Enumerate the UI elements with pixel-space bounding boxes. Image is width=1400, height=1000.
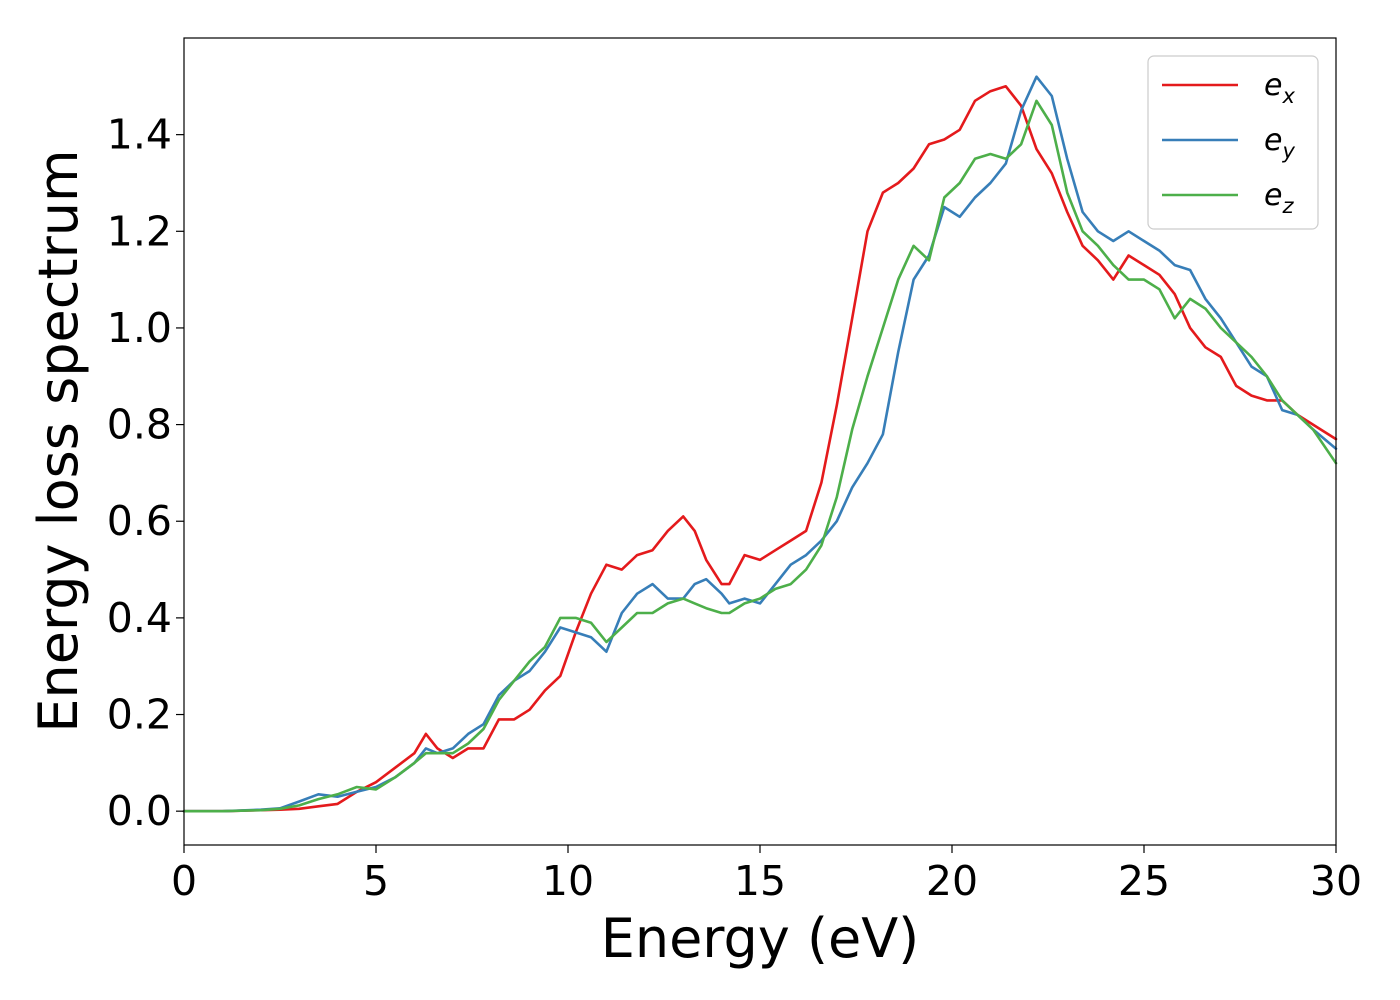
ticks-layer: 0 5 10 15 20 25 30 0.0 0.2 0.4 0.6 0.8 1.0 1.2 1.4 (107, 111, 1362, 905)
legend-label-z: ez (1264, 178, 1294, 218)
x-tick-label: 30 (1310, 857, 1362, 905)
series-line-z (182, 99, 1338, 813)
legend-box (1147, 55, 1319, 230)
x-tick-label: 5 (363, 857, 389, 905)
y-axis-title: Energy loss spectrum (27, 149, 90, 732)
x-tick-label: 15 (734, 857, 786, 905)
x-tick-label: 0 (171, 857, 197, 905)
y-tick-label: 1.4 (107, 111, 172, 159)
y-tick-label: 0.0 (107, 787, 172, 835)
y-tick-label: 0.6 (107, 497, 172, 545)
y-tick-label: 0.2 (107, 691, 172, 739)
series-layer (182, 75, 1338, 813)
x-tick-label: 10 (542, 857, 594, 905)
x-tick-label: 25 (1118, 857, 1170, 905)
y-tick-label: 0.8 (107, 401, 172, 449)
series-line-x (182, 85, 1338, 813)
legend-label-y: ey (1264, 123, 1295, 163)
y-tick-label: 1.0 (107, 304, 172, 352)
x-tick-label: 20 (926, 857, 978, 905)
y-tick-label: 0.4 (107, 594, 172, 642)
legend: ex ey ez (1147, 55, 1319, 230)
y-tick-label: 1.2 (107, 207, 172, 255)
x-axis-title: Energy (eV) (601, 907, 920, 970)
legend-label-x: ex (1264, 68, 1295, 108)
